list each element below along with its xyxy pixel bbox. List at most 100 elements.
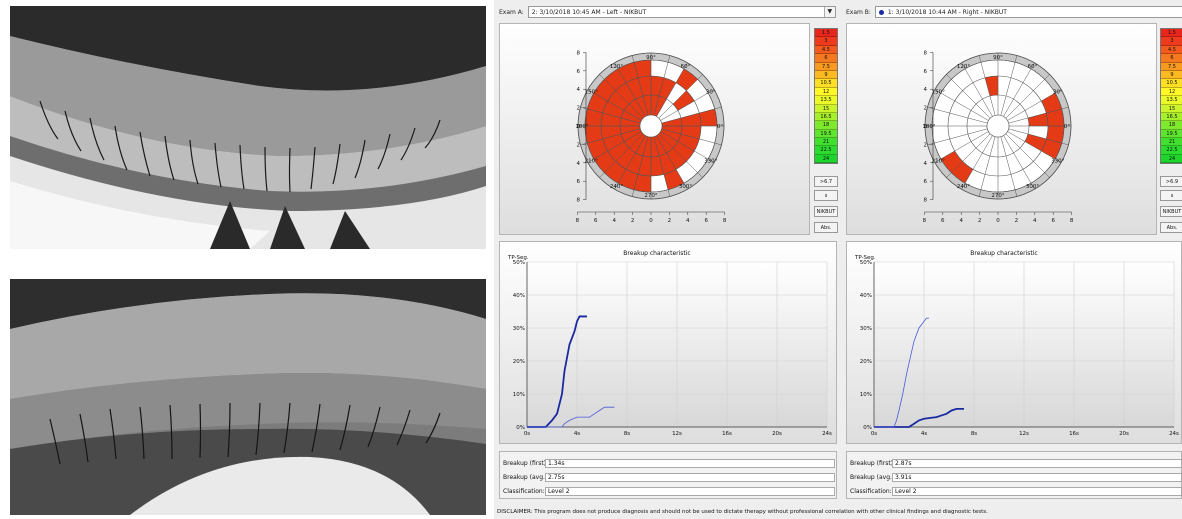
x-tick-label: 8s: [971, 431, 977, 437]
y-axis-label: TP-Seg.: [507, 255, 529, 261]
y-tick-label: 2: [577, 106, 581, 112]
polar-spoke: [658, 74, 703, 119]
breakup-first-value: 2.87s: [892, 458, 1182, 468]
exam-b-label: Exam B:: [846, 8, 871, 16]
exam-a-label: Exam A:: [499, 8, 524, 16]
y-tick-label: 6: [577, 179, 581, 185]
x-tick-label: 0s: [524, 431, 530, 437]
series-line-1: [874, 407, 964, 428]
abs-button-b[interactable]: Abs.: [1160, 222, 1182, 233]
polar-spoke: [614, 135, 646, 190]
polar-spoke: [1005, 133, 1050, 178]
breakup-chart-panel-a: 50% 40% 30% 20% 10% 0% 0s 4s 8s 12s 16s 20s 24s Break…: [499, 241, 837, 444]
breakup-avg-label: Breakup (avg.):: [503, 473, 550, 481]
polar-spoke: [1005, 74, 1050, 119]
tear-film-analysis-app: Exam A: 2: 3/10/2018 10:45 AM - Left - N…: [494, 0, 1182, 519]
angle-label: 0°: [1064, 124, 1070, 130]
scale-cell: 9: [815, 70, 837, 80]
polar-spoke: [934, 131, 989, 163]
threshold-button-a[interactable]: >6.7: [814, 176, 838, 187]
chevron-down-icon[interactable]: ▼: [823, 7, 835, 17]
polar-spoke: [934, 89, 989, 121]
exam-b-selected-value: 1: 3/10/2018 10:44 AM - Right - NIKBUT: [887, 8, 1007, 16]
lower-eye-photo: [10, 279, 486, 515]
scale-cell: 19.5: [815, 129, 837, 139]
series-line-2: [527, 406, 615, 428]
polar-spoke: [927, 106, 988, 124]
angle-label: 150°: [585, 90, 598, 96]
polar-spoke: [656, 62, 688, 117]
unit-button-a[interactable]: s: [814, 190, 838, 201]
x-tick-label: 0s: [871, 431, 877, 437]
angle-label: 60°: [1028, 64, 1038, 70]
polar-spoke: [631, 136, 649, 197]
y-tick-label: 4: [577, 87, 581, 93]
scale-cell: 13.5: [1161, 96, 1182, 105]
x-tick-label: 4s: [574, 431, 580, 437]
mode-button-a[interactable]: NIKBUT: [814, 206, 838, 217]
x-tick-label: 6: [704, 218, 708, 224]
polar-spoke: [653, 136, 671, 197]
y-tick-label: 4: [577, 161, 581, 167]
classification-label: Classification:: [850, 487, 892, 495]
scale-cell: 21: [1161, 138, 1182, 147]
threshold-button-b[interactable]: >6.9: [1160, 176, 1182, 187]
polar-spoke: [1008, 106, 1069, 124]
breakup-avg-row-b: Breakup (avg.): 3.91s: [850, 472, 1182, 482]
angle-label: 300°: [1026, 184, 1039, 190]
scale-cell: 12: [815, 87, 837, 97]
angle-label: 90°: [993, 55, 1003, 61]
y-tick-label: 0: [924, 124, 928, 130]
angle-label: 180°: [575, 124, 588, 130]
angle-label: 90°: [646, 55, 656, 61]
y-axis-label: TP-Seg.: [854, 255, 876, 261]
chart-title: Breakup characteristic: [970, 250, 1037, 257]
breakup-chart-a: 50% 40% 30% 20% 10% 0%0s 4s 8s 12s 16s 20s 24s Break…: [507, 250, 832, 437]
abs-button-a[interactable]: Abs.: [814, 222, 838, 233]
scale-cell: 24: [815, 154, 837, 164]
x-tick-label: 12s: [1019, 431, 1029, 437]
breakup-first-value: 1.34s: [545, 458, 835, 468]
polar-map-panel-b: 90° 60° 30° 0° 330° 300° 270° 240° 210° 180° 150° 1…: [846, 23, 1157, 235]
x-tick-label: 2: [978, 218, 982, 224]
mode-button-b[interactable]: NIKBUT: [1160, 206, 1182, 217]
x-tick-label: 2: [668, 218, 672, 224]
polar-spoke: [1000, 55, 1018, 116]
scale-cell: 3: [1161, 37, 1182, 46]
polar-spoke: [661, 128, 722, 146]
scale-cell: 1.5: [815, 29, 837, 38]
polar-spoke: [961, 135, 993, 190]
angle-label: 330°: [704, 159, 717, 165]
scale-cell: 10.5: [815, 79, 837, 88]
x-tick-label: 16s: [722, 431, 732, 437]
polar-spoke: [946, 133, 991, 178]
x-tick-label: 6: [941, 218, 945, 224]
y-tick-label: 8: [924, 50, 928, 56]
polar-spoke: [587, 89, 642, 121]
angle-label: 30°: [706, 90, 716, 96]
breakup-avg-value: 2.75s: [545, 472, 835, 482]
polar-spoke: [656, 135, 688, 190]
stats-panel-b: Breakup (first): 2.87s Breakup (avg.): 3…: [846, 451, 1182, 499]
x-tick-label: 0: [649, 218, 653, 224]
scale-cell: 6: [1161, 54, 1182, 63]
breakup-avg-label: Breakup (avg.):: [850, 473, 897, 481]
unit-button-b[interactable]: s: [1160, 190, 1182, 201]
exam-a-select[interactable]: 2: 3/10/2018 10:45 AM - Left - NIKBUT ▼: [527, 6, 836, 18]
x-tick-label: 4: [612, 218, 616, 224]
breakup-first-label: Breakup (first):: [850, 459, 896, 467]
polar-spoke: [927, 128, 988, 146]
polar-spoke: [961, 62, 993, 117]
x-tick-label: 20s: [772, 431, 782, 437]
x-tick-label: 24s: [822, 431, 832, 437]
scale-cell: 22.5: [815, 146, 837, 155]
polar-spoke: [1003, 135, 1035, 190]
y-tick-label: 6: [577, 69, 581, 75]
exam-b-header: Exam B: 1: 3/10/2018 10:44 AM - Right - …: [846, 5, 1182, 19]
exam-a-selected-value: 2: 3/10/2018 10:45 AM - Left - NIKBUT: [531, 8, 647, 16]
exam-b-select[interactable]: 1: 3/10/2018 10:44 AM - Right - NIKBUT: [874, 6, 1182, 18]
y-tick-label: 0%: [516, 425, 525, 431]
x-tick-label: 6: [1051, 218, 1055, 224]
angle-label: 300°: [679, 184, 692, 190]
polar-spoke: [1008, 128, 1069, 146]
